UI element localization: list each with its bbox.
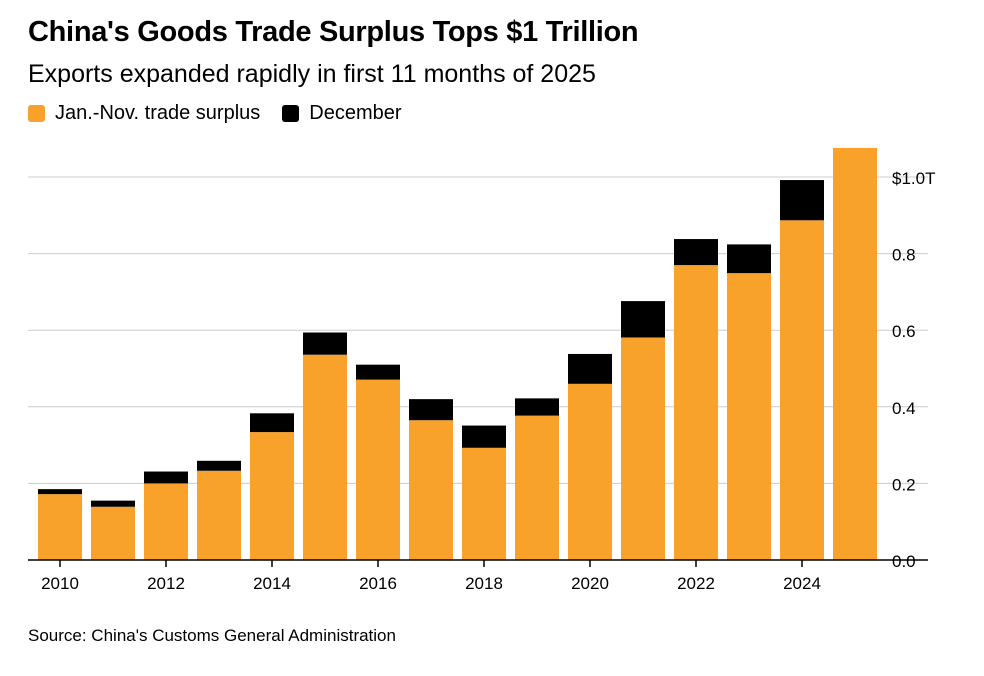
bar-december bbox=[356, 364, 400, 380]
bar-december bbox=[674, 239, 718, 266]
bar-jan-nov bbox=[250, 432, 294, 560]
bar-december bbox=[568, 353, 612, 384]
legend-swatch-december bbox=[282, 105, 300, 122]
bar-december bbox=[144, 471, 188, 484]
legend-label-december: December bbox=[309, 102, 402, 124]
bar-december bbox=[303, 332, 347, 355]
axes: 0.0 0.2 0.4 0.6 0.8 $1.0T 2010 2012 2014 2016 2018… bbox=[28, 169, 935, 593]
bar-december bbox=[515, 398, 559, 416]
bar-jan-nov bbox=[356, 379, 400, 560]
y-tick-label: 0.0 bbox=[892, 552, 916, 571]
bar-jan-nov bbox=[91, 506, 135, 560]
bar-jan-nov bbox=[303, 354, 347, 560]
bar-december bbox=[197, 460, 241, 471]
bar-december bbox=[780, 180, 824, 221]
bar-jan-nov bbox=[38, 494, 82, 560]
y-tick-label: 0.6 bbox=[892, 322, 916, 341]
legend-item-december: December bbox=[282, 102, 402, 125]
x-tick-label: 2014 bbox=[253, 574, 291, 593]
legend-item-jan-nov: Jan.-Nov. trade surplus bbox=[28, 102, 260, 125]
x-tick-label: 2010 bbox=[41, 574, 79, 593]
y-tick-label: 0.2 bbox=[892, 475, 916, 494]
bar-december bbox=[621, 301, 665, 338]
x-tick-label: 2012 bbox=[147, 574, 185, 593]
bar-jan-nov bbox=[515, 415, 559, 560]
bar-jan-nov bbox=[197, 470, 241, 560]
x-tick-label: 2024 bbox=[783, 574, 821, 593]
bar-december bbox=[409, 399, 453, 421]
x-tick-label: 2016 bbox=[359, 574, 397, 593]
bar-jan-nov bbox=[780, 220, 824, 561]
chart-subtitle: Exports expanded rapidly in first 11 mon… bbox=[28, 60, 596, 88]
x-tick-label: 2022 bbox=[677, 574, 715, 593]
y-tick-label: 0.8 bbox=[892, 246, 916, 265]
x-tick-label: 2020 bbox=[571, 574, 609, 593]
bar-jan-nov bbox=[409, 420, 453, 560]
bar-december bbox=[727, 244, 771, 274]
bar-jan-nov bbox=[462, 447, 506, 560]
bar-jan-nov bbox=[621, 337, 665, 560]
bar-jan-nov bbox=[568, 383, 612, 560]
chart-title: China's Goods Trade Surplus Tops $1 Tril… bbox=[28, 16, 639, 48]
y-tick-label: 0.4 bbox=[892, 399, 916, 418]
legend-swatch-jan-nov bbox=[28, 105, 45, 122]
source-note: Source: China's Customs General Administ… bbox=[28, 626, 396, 645]
bar-jan-nov bbox=[727, 273, 771, 560]
y-tick-label: $1.0T bbox=[892, 169, 935, 188]
bar-december bbox=[250, 413, 294, 433]
legend: Jan.-Nov. trade surplus December bbox=[28, 102, 424, 125]
bar-december bbox=[38, 489, 82, 495]
bar-jan-nov bbox=[833, 147, 877, 560]
bar-jan-nov bbox=[144, 483, 188, 560]
bar-december bbox=[462, 425, 506, 448]
legend-label-jan-nov: Jan.-Nov. trade surplus bbox=[55, 102, 261, 124]
bars bbox=[38, 147, 877, 561]
bar-jan-nov bbox=[674, 265, 718, 560]
bar-december bbox=[91, 500, 135, 507]
x-tick-label: 2018 bbox=[465, 574, 503, 593]
